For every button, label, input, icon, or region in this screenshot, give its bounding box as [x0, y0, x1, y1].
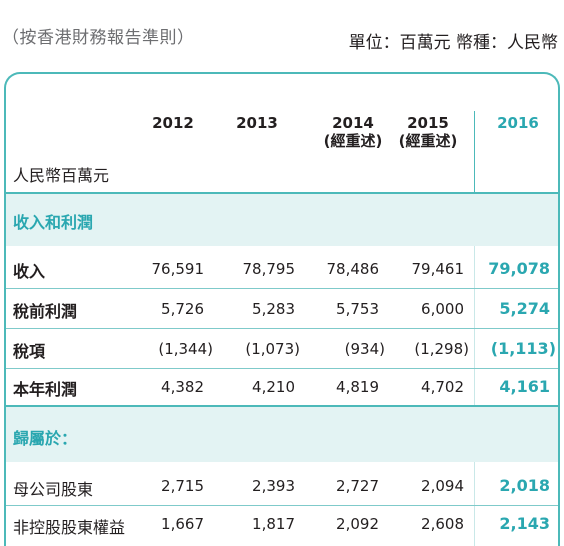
cell-pbt-2013: 5,283 [252, 300, 295, 318]
header-divider [4, 192, 560, 194]
cell-revenue-2016: 79,078 [488, 259, 550, 278]
cell-pfy-2012: 4,382 [161, 378, 204, 396]
highlight-column-header [474, 111, 560, 193]
cell-nci-2015: 2,608 [421, 515, 464, 533]
section-band-attributable [6, 407, 558, 462]
cell-revenue-2012: 76,591 [151, 260, 205, 278]
row-divider [6, 288, 558, 289]
cell-revenue-2013: 78,795 [242, 260, 296, 278]
section-title-attributable: 歸屬於： [13, 429, 78, 448]
cell-tax-2014: (934) [344, 340, 385, 358]
cell-pfy-2013: 4,210 [252, 378, 295, 396]
cell-tax-2016: (1,113) [490, 339, 556, 358]
cell-parent-2014: 2,727 [336, 477, 379, 495]
section-band-income [6, 194, 558, 246]
cell-pfy-2016: 4,161 [499, 377, 550, 396]
col-header-2012: 2012 [152, 114, 194, 132]
cell-pbt-2014: 5,753 [336, 300, 379, 318]
cell-pfy-2014: 4,819 [336, 378, 379, 396]
cell-parent-2012: 2,715 [161, 477, 204, 495]
cell-parent-2016: 2,018 [499, 476, 550, 495]
section-title-income: 收入和利潤 [13, 213, 94, 232]
row-divider [6, 505, 558, 506]
col-header-2016: 2016 [497, 114, 539, 132]
row-label-non-controlling: 非控股股東權益 [13, 518, 126, 537]
col-header-2014: 2014 (經重述) [323, 114, 383, 150]
row-label-profit-for-year: 本年利潤 [13, 380, 78, 399]
row-divider [6, 328, 558, 329]
row-label-profit-before-tax: 稅前利潤 [13, 302, 78, 321]
cell-pfy-2015: 4,702 [421, 378, 464, 396]
cell-pbt-2015: 6,000 [421, 300, 464, 318]
cell-tax-2013: (1,073) [245, 340, 300, 358]
cell-parent-2013: 2,393 [252, 477, 295, 495]
highlight-column-body [474, 194, 560, 546]
unit-currency-note: 單位：百萬元 幣種：人民幣 [348, 33, 558, 53]
section-divider [4, 405, 560, 407]
row-label-parent-shareholders: 母公司股東 [13, 480, 94, 499]
cell-revenue-2014: 78,486 [326, 260, 380, 278]
cell-nci-2016: 2,143 [499, 514, 550, 533]
row-label-revenue: 收入 [13, 262, 46, 281]
cell-parent-2015: 2,094 [421, 477, 464, 495]
cell-nci-2014: 2,092 [336, 515, 379, 533]
unit-label: 人民幣百萬元 [13, 166, 110, 185]
cell-nci-2013: 1,817 [252, 515, 295, 533]
row-divider [6, 368, 558, 369]
cell-tax-2012: (1,344) [158, 340, 213, 358]
table-frame [4, 72, 560, 546]
cell-pbt-2016: 5,274 [499, 299, 550, 318]
row-label-tax: 稅項 [13, 342, 46, 361]
cell-revenue-2015: 79,461 [411, 260, 465, 278]
cell-pbt-2012: 5,726 [161, 300, 204, 318]
cell-nci-2012: 1,667 [161, 515, 204, 533]
cell-tax-2015: (1,298) [414, 340, 469, 358]
col-header-2015: 2015 (經重述) [398, 114, 458, 150]
col-header-2013: 2013 [236, 114, 278, 132]
report-standard-note: （按香港財務報告準則） [2, 28, 195, 48]
